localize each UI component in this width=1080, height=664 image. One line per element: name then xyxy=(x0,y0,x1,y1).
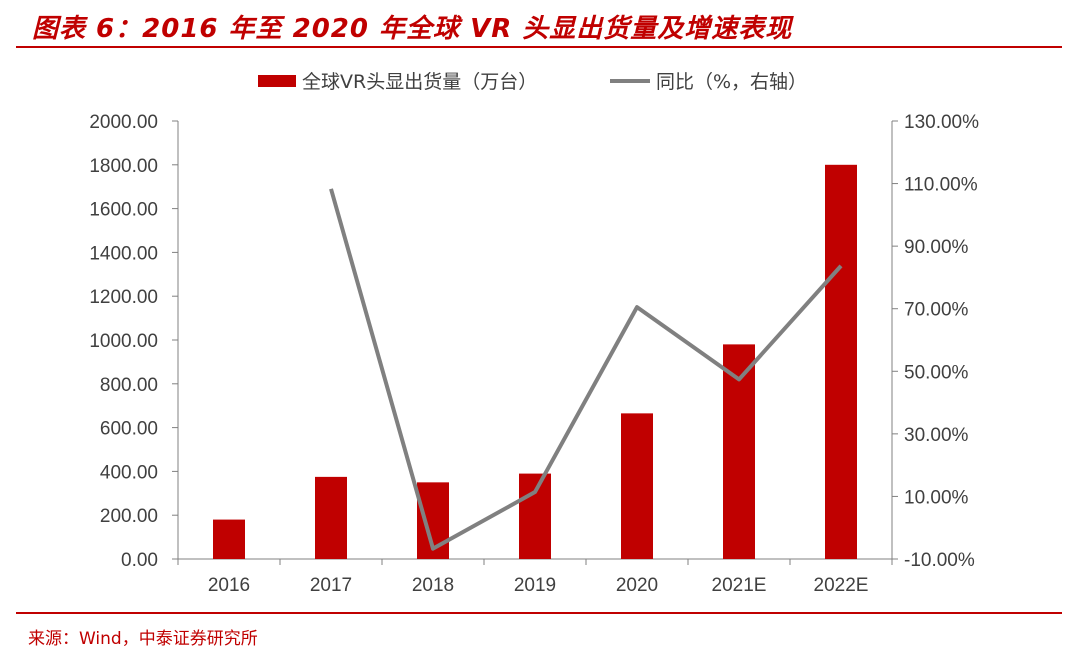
x-tick-label: 2018 xyxy=(412,575,454,596)
chart-title: 图表 6：2016 年至 2020 年全球 VR 头显出货量及增速表现 xyxy=(32,14,793,44)
x-tick-label: 2020 xyxy=(616,575,658,596)
left-tick-label: 600.00 xyxy=(100,419,158,440)
source-note: 来源：Wind，中泰证券研究所 xyxy=(28,629,258,649)
x-tick-label: 2017 xyxy=(310,575,352,596)
bar xyxy=(519,473,551,559)
x-tick-label: 2021E xyxy=(712,575,767,596)
right-tick-label: 70.00% xyxy=(904,300,969,321)
bars xyxy=(213,164,857,560)
x-tick-label: 2019 xyxy=(514,575,556,596)
left-tick-label: 1000.00 xyxy=(89,331,158,352)
title-rule xyxy=(16,46,1062,48)
left-tick-label: 1800.00 xyxy=(89,156,158,177)
bar xyxy=(213,519,245,559)
legend-bar-label: 全球VR头显出货量（万台） xyxy=(302,71,537,93)
right-tick-label: 90.00% xyxy=(904,237,969,258)
legend-line-label: 同比（%，右轴） xyxy=(656,71,807,93)
bar xyxy=(315,476,347,559)
right-tick-label: 10.00% xyxy=(904,487,969,508)
right-tick-label: 30.00% xyxy=(904,425,969,446)
left-tick-label: 200.00 xyxy=(100,506,158,527)
right-tick-label: 110.00% xyxy=(904,175,978,196)
left-tick-label: 2000.00 xyxy=(89,112,158,133)
growth-line xyxy=(329,188,843,551)
left-tick-label: 800.00 xyxy=(100,375,158,396)
left-tick-label: 1200.00 xyxy=(89,287,158,308)
x-tick-label: 2022E xyxy=(814,575,869,596)
x-tick-label: 2016 xyxy=(208,575,250,596)
legend-bar-swatch xyxy=(258,75,296,87)
legend: 全球VR头显出货量（万台） 同比（%，右轴） xyxy=(258,71,807,93)
right-tick-label: 130.00% xyxy=(904,112,979,133)
growth-line-path xyxy=(329,188,843,551)
right-tick-label: 50.00% xyxy=(904,362,969,383)
source-rule xyxy=(16,612,1062,614)
axes: 0.00 200.00 400.00 600.00 800.00 1000.00 1200.… xyxy=(89,112,979,596)
left-tick-label: 0.00 xyxy=(121,550,158,571)
left-tick-label: 1600.00 xyxy=(89,200,158,221)
bar xyxy=(621,413,653,559)
bar xyxy=(825,164,857,560)
left-tick-label: 400.00 xyxy=(100,462,158,483)
left-tick-label: 1400.00 xyxy=(89,243,158,264)
right-tick-label: -10.00% xyxy=(904,550,975,571)
